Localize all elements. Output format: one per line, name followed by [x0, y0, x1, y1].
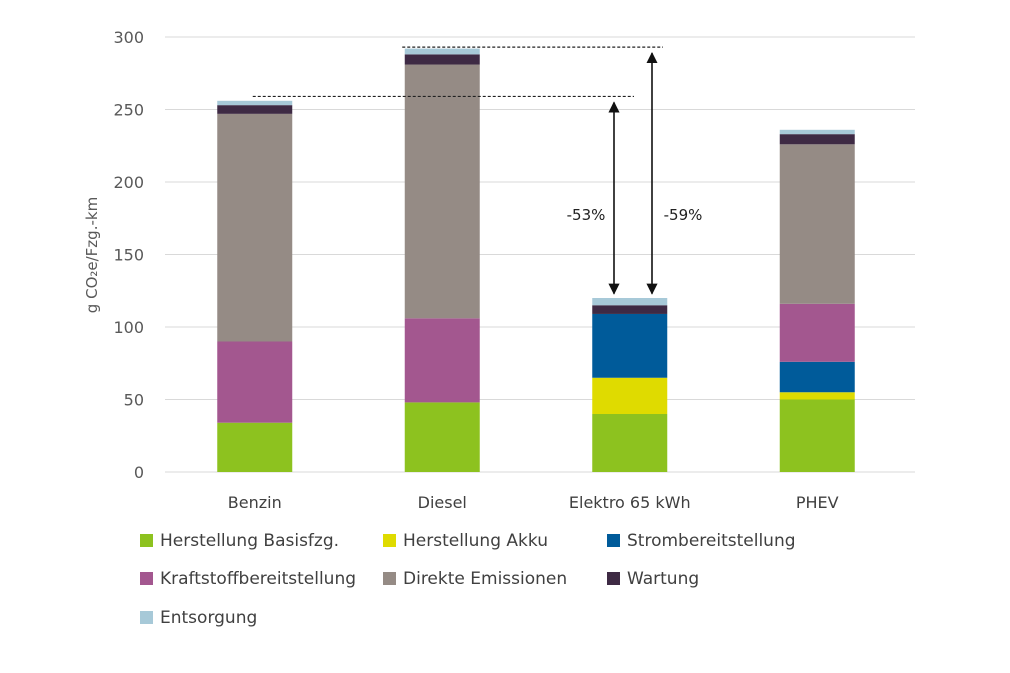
legend-swatch: [383, 572, 396, 585]
y-tick-label: 300: [113, 28, 144, 47]
reduction-label: -59%: [664, 206, 703, 224]
y-axis-label: g CO₂e/Fzg.-km: [83, 197, 101, 313]
x-category-label: Elektro 65 kWh: [569, 493, 691, 512]
bar-segment: [779, 129, 855, 135]
bar-segment: [592, 298, 668, 306]
y-tick-label: 150: [113, 246, 144, 265]
bar-segment: [217, 105, 293, 114]
y-tick-label: 50: [124, 391, 144, 410]
legend: Herstellung Basisfzg. Herstellung Akku Str…: [140, 531, 796, 628]
bar-segment: [404, 54, 480, 65]
annotations: -53% -59%: [252, 46, 703, 295]
legend-label: Wartung: [627, 569, 699, 589]
legend-label: Herstellung Akku: [403, 531, 548, 551]
bar-segment: [592, 305, 668, 314]
legend-label: Entsorgung: [160, 608, 257, 628]
legend-label: Kraftstoffbereitstellung: [160, 569, 356, 589]
bar-segment: [779, 134, 855, 145]
bar-segment: [779, 303, 855, 362]
x-category-label: Diesel: [418, 493, 467, 512]
bar-segment: [404, 318, 480, 403]
legend-label: Herstellung Basisfzg.: [160, 531, 339, 551]
bar-segment: [779, 144, 855, 304]
bar-segment: [592, 414, 668, 472]
bar-segment: [404, 48, 480, 55]
bar-segment: [779, 361, 855, 393]
bars: [217, 48, 855, 472]
bar-segment: [779, 399, 855, 472]
legend-label: Strombereitstellung: [627, 531, 796, 551]
legend-swatch: [607, 534, 620, 547]
y-tick-label: 250: [113, 101, 144, 120]
bar-segment: [592, 377, 668, 414]
y-tick-label: 100: [113, 318, 144, 337]
x-category-label: PHEV: [796, 493, 839, 512]
bar-segment: [404, 402, 480, 472]
legend-swatch: [383, 534, 396, 547]
legend-swatch: [607, 572, 620, 585]
y-tick-label: 200: [113, 173, 144, 192]
y-axis-ticks: 0 50 100 150 200 250 300: [113, 28, 144, 482]
bar-segment: [592, 313, 668, 378]
legend-swatch: [140, 611, 153, 624]
bar-segment: [404, 64, 480, 319]
x-axis-categories: Benzin Diesel Elektro 65 kWh PHEV: [228, 493, 839, 512]
bar-segment: [217, 100, 293, 106]
reduction-label: -53%: [567, 206, 606, 224]
y-tick-label: 0: [134, 463, 144, 482]
bar-segment: [779, 392, 855, 400]
legend-swatch: [140, 572, 153, 585]
bar-segment: [217, 422, 293, 472]
legend-swatch: [140, 534, 153, 547]
legend-label: Direkte Emissionen: [403, 569, 567, 589]
bar-segment: [217, 341, 293, 423]
x-category-label: Benzin: [228, 493, 282, 512]
bar-segment: [217, 113, 293, 342]
